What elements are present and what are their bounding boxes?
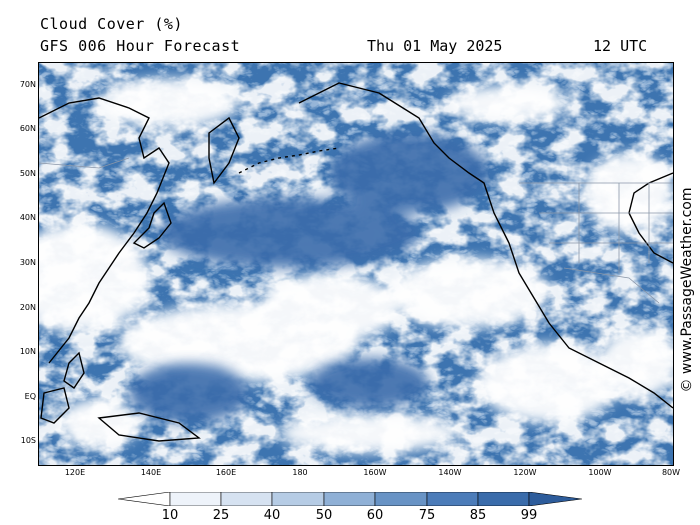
colorbar-segment-85-99 xyxy=(477,492,530,506)
lat-label-70n: 70N xyxy=(19,80,36,89)
lat-label-20n: 20N xyxy=(19,303,36,312)
lat-label-40n: 40N xyxy=(19,213,36,222)
legend-label-99: 99 xyxy=(520,508,538,523)
lon-label-100w: 100W xyxy=(588,468,612,477)
lon-label-140w: 140W xyxy=(438,468,462,477)
borneo xyxy=(40,387,70,424)
legend-label-25: 25 xyxy=(212,508,230,523)
kamchatka-coast xyxy=(208,116,240,185)
overcast-bands xyxy=(129,133,489,423)
lat-label-50n: 50N xyxy=(19,169,36,178)
aleutians xyxy=(238,147,340,174)
lon-label-160e: 160E xyxy=(215,468,237,477)
forecast-time: 12 UTC xyxy=(593,37,648,55)
colorbar-segment-60-75 xyxy=(374,492,428,506)
lon-label-120w: 120W xyxy=(513,468,537,477)
forecast-date: Thu 01 May 2025 xyxy=(367,37,503,55)
lon-label-140e: 140E xyxy=(140,468,162,477)
lon-label-160w: 160W xyxy=(363,468,387,477)
credit-text: © www.PassageWeather.com xyxy=(679,187,695,393)
forecast-subtitle: GFS 006 Hour Forecast xyxy=(40,37,241,55)
lat-label-10s: 10S xyxy=(20,436,36,445)
lon-label-80w: 80W xyxy=(661,468,681,477)
colorbar-low-arrow xyxy=(118,492,171,506)
asia-coast xyxy=(39,97,170,364)
new-guinea xyxy=(97,412,201,442)
legend-label-50: 50 xyxy=(315,508,333,523)
alaska-coast xyxy=(298,82,673,409)
colorbar-segment-75-85 xyxy=(426,492,479,506)
legend-label-85: 85 xyxy=(469,508,487,523)
map-title: Cloud Cover (%) xyxy=(40,15,183,33)
cloud-cover-colorbar xyxy=(118,492,582,506)
colorbar-segment-40-50 xyxy=(271,492,325,506)
legend-label-60: 60 xyxy=(366,508,384,523)
colorbar-segment-10-25 xyxy=(169,492,222,506)
colorbar-segment-25-40 xyxy=(220,492,273,506)
japan-coast xyxy=(132,201,172,249)
legend-label-10: 10 xyxy=(161,508,179,523)
legend-label-75: 75 xyxy=(418,508,436,523)
cloud-cover-map xyxy=(38,62,674,466)
colorbar-high-arrow xyxy=(528,492,582,506)
philippines xyxy=(63,351,85,389)
lat-label-30n: 30N xyxy=(19,258,36,267)
borders xyxy=(39,157,673,304)
lat-label-eq: EQ xyxy=(24,392,36,401)
lat-label-10n: 10N xyxy=(19,347,36,356)
legend-label-40: 40 xyxy=(263,508,281,523)
lat-label-60n: 60N xyxy=(19,124,36,133)
credit-watermark: © www.PassageWeather.com xyxy=(676,150,698,430)
lon-label-180: 180 xyxy=(292,468,308,477)
lon-label-120e: 120E xyxy=(64,468,86,477)
colorbar-segment-50-60 xyxy=(323,492,376,506)
